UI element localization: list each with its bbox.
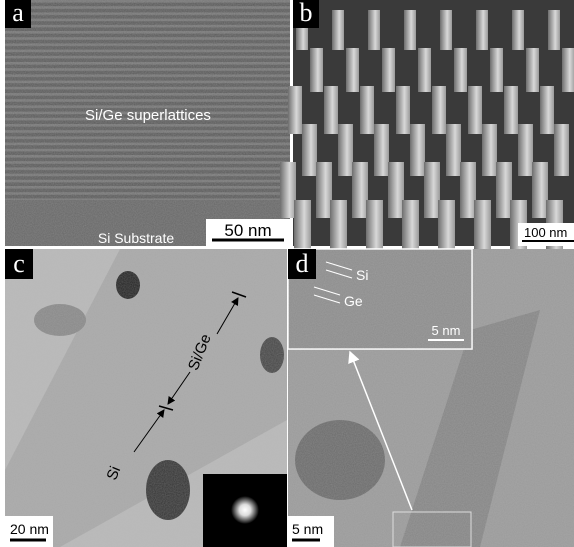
pillar (460, 162, 476, 218)
pillar (338, 124, 353, 176)
panel-b: b 100 nm (280, 0, 574, 260)
pillar (504, 86, 518, 134)
pillar (404, 10, 416, 50)
pillar (368, 10, 380, 50)
pillar (454, 48, 467, 92)
pillar (490, 48, 503, 92)
pillar (280, 162, 296, 218)
pillar (548, 10, 560, 50)
pillar (302, 124, 317, 176)
pillar (316, 162, 332, 218)
panel-c: c Si/Ge Si 20 nm (5, 249, 287, 547)
pillar (388, 162, 404, 218)
pillar (526, 48, 539, 92)
pillar (288, 86, 302, 134)
scale-label: 5 nm (432, 323, 461, 338)
pillar (374, 124, 389, 176)
pillar (476, 10, 488, 50)
annotation: Ge (344, 293, 363, 309)
annotation: Si/Ge superlattices (85, 107, 211, 124)
pillar (468, 86, 482, 134)
annotation: Si (356, 267, 368, 283)
panel-d: d Si Ge 5 nm 5 nm (288, 249, 574, 547)
pillar (346, 48, 359, 92)
pillar (432, 86, 446, 134)
pillar (482, 124, 497, 176)
pillar (382, 48, 395, 92)
scale-label: 50 nm (224, 221, 271, 240)
pillar (410, 124, 425, 176)
panel-label: d (296, 249, 309, 278)
panel-label: c (13, 249, 25, 278)
scale-label: 20 nm (10, 521, 49, 537)
pillar (512, 10, 524, 50)
panel-a: a Si/Ge superlattices Si Substrate 50 nm (5, 0, 290, 246)
pillar (310, 48, 323, 92)
panel-label: b (300, 0, 313, 27)
pillar (440, 10, 452, 50)
pillar (518, 124, 533, 176)
pillar (562, 48, 574, 92)
pillar (446, 124, 461, 176)
diffraction-spot (231, 496, 259, 524)
pillar (360, 86, 374, 134)
scale-label: 100 nm (524, 225, 567, 240)
pillar (496, 162, 512, 218)
pillar (554, 124, 569, 176)
pillar (396, 86, 410, 134)
figure: a Si/Ge superlattices Si Substrate 50 nm… (0, 0, 574, 547)
pillar (540, 86, 554, 134)
pillar (332, 10, 344, 50)
pillar (418, 48, 431, 92)
scale-label: 5 nm (292, 521, 323, 537)
pillar (352, 162, 368, 218)
panel-label: a (12, 0, 24, 27)
pillar (324, 86, 338, 134)
pillar (532, 162, 548, 218)
annotation: Si Substrate (98, 230, 174, 246)
pillar (424, 162, 440, 218)
